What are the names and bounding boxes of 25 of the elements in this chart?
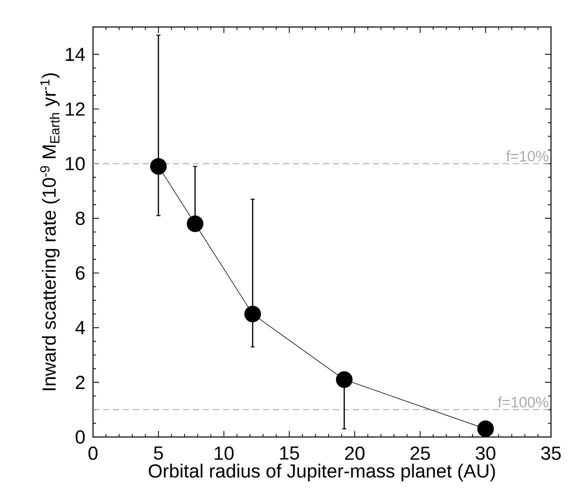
point	[244, 306, 261, 322]
x-tick-label: 20	[345, 446, 364, 460]
y-tick-label: 8	[76, 212, 85, 226]
y-tick-label: 14	[66, 48, 85, 61]
y-axis-title: Inward scattering rate (10$^{-9}$ M$_{Earth}$ yr$^{-1}$)	[40, 73, 60, 390]
ref-line-label: f=10%	[506, 150, 548, 162]
x-tick-label: 0	[88, 446, 98, 460]
y-tick-label: 6	[76, 266, 85, 280]
ref-line-label: f=100%	[498, 396, 548, 408]
x-axis-title: Orbital radius of Jupiter-mass planet (AU)	[148, 464, 495, 482]
y-tick-label: 12	[66, 102, 85, 116]
point	[186, 215, 204, 232]
point	[150, 158, 167, 175]
x-tick-label: 35	[541, 446, 561, 460]
point	[336, 371, 353, 388]
y-tick-label: 2	[76, 376, 85, 389]
x-tick-label: 30	[476, 446, 496, 460]
y-tick-label: 0	[76, 430, 85, 444]
point	[477, 420, 494, 438]
y-tick-label: 10	[66, 156, 85, 170]
x-tick-label: 25	[410, 446, 430, 460]
x-tick-label: 5	[154, 446, 163, 460]
x-tick-label: 15	[280, 446, 300, 460]
x-tick-label: 10	[214, 446, 234, 460]
y-tick-label: 4	[75, 321, 85, 334]
